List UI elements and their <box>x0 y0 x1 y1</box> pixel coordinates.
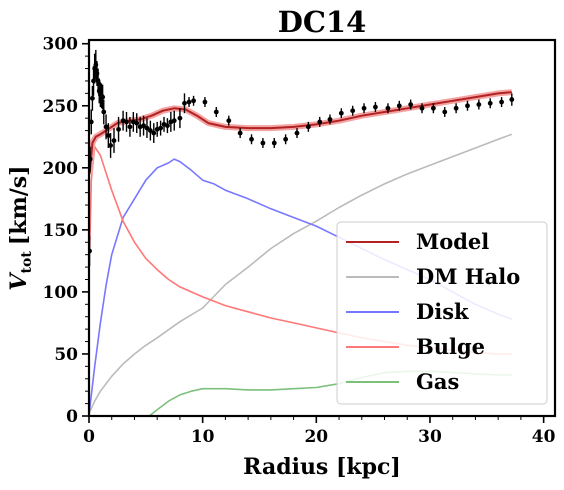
x-axis: 0 10 20 30 40 <box>83 416 556 447</box>
legend-label-disk: Disk <box>416 299 469 324</box>
observation-point <box>147 128 153 133</box>
observation-point <box>361 105 367 111</box>
observation-point <box>373 104 378 110</box>
observation-point <box>509 97 515 102</box>
observation-point <box>202 99 208 105</box>
observation-point <box>305 124 311 130</box>
observation-point <box>271 140 277 146</box>
observation-point <box>249 136 254 142</box>
curves-layer <box>89 89 513 416</box>
observation-point <box>182 100 187 106</box>
y-axis-label-sub: tot <box>19 251 35 274</box>
observation-point <box>213 109 219 115</box>
observation-point <box>442 109 448 115</box>
y-tick-label: 0 <box>66 407 78 427</box>
legend-label-dm-halo: DM Halo <box>416 264 520 289</box>
observation-point <box>396 103 402 109</box>
observation-point <box>116 126 121 132</box>
observation-point <box>191 98 196 104</box>
observation-point <box>283 136 289 142</box>
observation-point <box>260 140 266 146</box>
observation-point <box>101 109 107 115</box>
observation-point <box>186 99 192 105</box>
observation-point <box>499 99 504 105</box>
observation-point <box>158 125 164 131</box>
observation-point <box>317 119 323 125</box>
observation-point <box>385 105 391 111</box>
y-tick-label: 200 <box>43 159 79 179</box>
series-model-line <box>89 91 512 175</box>
observation-point <box>350 108 356 114</box>
legend-box <box>336 221 548 405</box>
observation-point <box>105 133 111 138</box>
observation-point <box>111 138 117 143</box>
observations-layer <box>89 49 515 266</box>
observation-point <box>226 118 232 124</box>
x-tick-label: 0 <box>83 427 95 447</box>
plot-frame <box>87 38 557 418</box>
observation-point <box>476 102 482 107</box>
y-axis: 0 50 100 150 200 250 300 <box>43 35 89 427</box>
observation-point <box>465 103 470 109</box>
observation-point <box>90 95 95 101</box>
observation-point <box>327 117 333 122</box>
observation-point <box>171 118 177 124</box>
observation-point <box>165 123 170 129</box>
observation-point <box>430 105 436 111</box>
y-axis-label-main: V <box>6 272 32 291</box>
observation-point <box>453 105 459 111</box>
legend-label-gas: Gas <box>416 369 459 394</box>
observation-point <box>103 124 109 130</box>
observation-point <box>124 119 129 125</box>
observation-point <box>108 143 113 148</box>
x-tick-label: 40 <box>532 427 556 447</box>
series-dm-halo-line <box>89 133 513 413</box>
observation-point <box>151 130 157 136</box>
x-tick-label: 10 <box>191 427 215 447</box>
x-axis-label: Radius [kpc] <box>243 454 401 480</box>
x-tick-label: 20 <box>304 427 328 447</box>
observation-point <box>294 130 300 136</box>
observation-point <box>134 120 140 126</box>
y-tick-label: 150 <box>43 221 79 241</box>
y-tick-label: 100 <box>43 283 79 303</box>
observation-point <box>141 123 146 129</box>
legend-label-model: Model <box>416 229 489 254</box>
observation-point <box>338 110 344 116</box>
observation-point <box>127 124 133 130</box>
chart-title: DC14 <box>278 5 367 39</box>
y-axis-label-unit: [km/s] <box>6 165 32 245</box>
legend-label-bulge: Bulge <box>416 334 485 359</box>
observation-point <box>100 94 106 100</box>
x-tick-label: 30 <box>418 427 442 447</box>
observation-point <box>237 130 243 136</box>
observation-point <box>487 100 493 106</box>
legend: Model DM Halo Disk Bulge Gas <box>336 221 548 405</box>
y-tick-label: 250 <box>43 97 79 117</box>
observation-point <box>89 119 94 125</box>
y-tick-label: 300 <box>43 35 79 55</box>
observation-point <box>177 115 183 121</box>
y-axis-label: Vtot [km/s] <box>6 165 35 290</box>
observation-point <box>144 125 150 131</box>
y-tick-label: 50 <box>54 345 78 365</box>
observation-point <box>408 102 414 107</box>
observation-point <box>419 105 425 111</box>
